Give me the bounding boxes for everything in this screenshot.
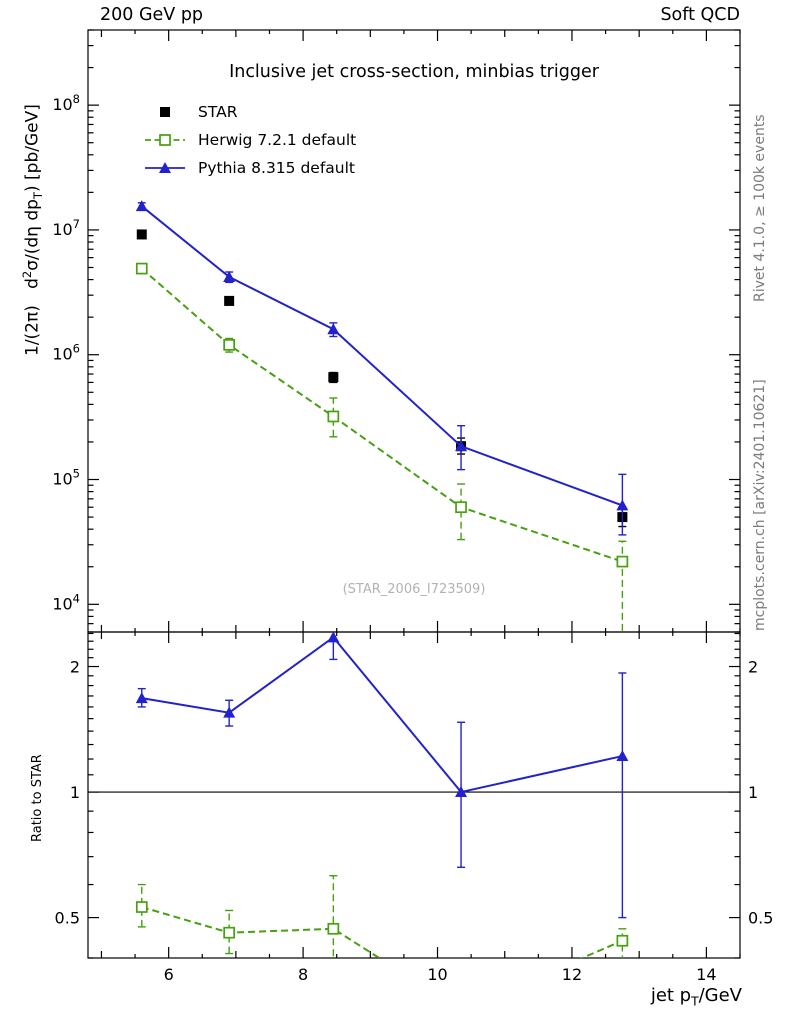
- ratio-panel-series: [88, 632, 740, 958]
- svg-text:105: 105: [52, 467, 80, 489]
- legend: STAR Herwig 7.2.1 default Pythia 8.315 d…: [142, 98, 356, 182]
- y-axis-label-ratio: Ratio to STAR: [30, 754, 45, 842]
- beam-energy-label: 200 GeV pp: [100, 5, 204, 25]
- star-marker-icon: [160, 107, 170, 117]
- x-axis-label: jet pT/GeV: [650, 985, 742, 1009]
- process-group-label: Soft QCD: [660, 5, 740, 25]
- svg-text:1: 1: [748, 783, 758, 802]
- svg-text:2: 2: [748, 658, 758, 677]
- svg-text:12: 12: [562, 965, 582, 984]
- mcplots-credit-label: mcplots.cern.ch [arXiv:2401.10621]: [752, 379, 768, 631]
- analysis-id-watermark: (STAR_2006_I723509): [342, 582, 486, 597]
- svg-text:104: 104: [52, 591, 80, 613]
- legend-label-pythia: Pythia 8.315 default: [198, 159, 355, 177]
- svg-text:2: 2: [70, 658, 80, 677]
- svg-text:1: 1: [70, 783, 80, 802]
- svg-text:8: 8: [298, 965, 308, 984]
- svg-text:106: 106: [52, 342, 80, 364]
- legend-item-herwig: Herwig 7.2.1 default: [142, 126, 356, 154]
- herwig-marker-icon: [145, 134, 185, 146]
- svg-text:14: 14: [696, 965, 716, 984]
- svg-text:0.5: 0.5: [748, 909, 773, 928]
- svg-text:10: 10: [427, 965, 447, 984]
- plot-title: Inclusive jet cross-section, minbias tri…: [229, 62, 599, 82]
- ratio-panel-frame: [87, 631, 741, 959]
- legend-label-star: STAR: [198, 103, 238, 121]
- rivet-version-label: Rivet 4.1.0, ≥ 100k events: [752, 114, 768, 302]
- svg-text:107: 107: [52, 217, 80, 239]
- svg-text:6: 6: [164, 965, 174, 984]
- legend-item-star: STAR: [142, 98, 356, 126]
- axes: [87, 29, 741, 959]
- pythia-marker-icon: [145, 162, 185, 173]
- main-panel-series: [135, 200, 629, 632]
- legend-item-pythia: Pythia 8.315 default: [142, 154, 356, 182]
- svg-text:108: 108: [52, 92, 80, 114]
- svg-text:0.5: 0.5: [55, 909, 80, 928]
- y-axis-label-main: 1/(2π) d2σ/(dη dpT) [pb/GeV]: [20, 104, 46, 356]
- legend-label-herwig: Herwig 7.2.1 default: [198, 131, 357, 149]
